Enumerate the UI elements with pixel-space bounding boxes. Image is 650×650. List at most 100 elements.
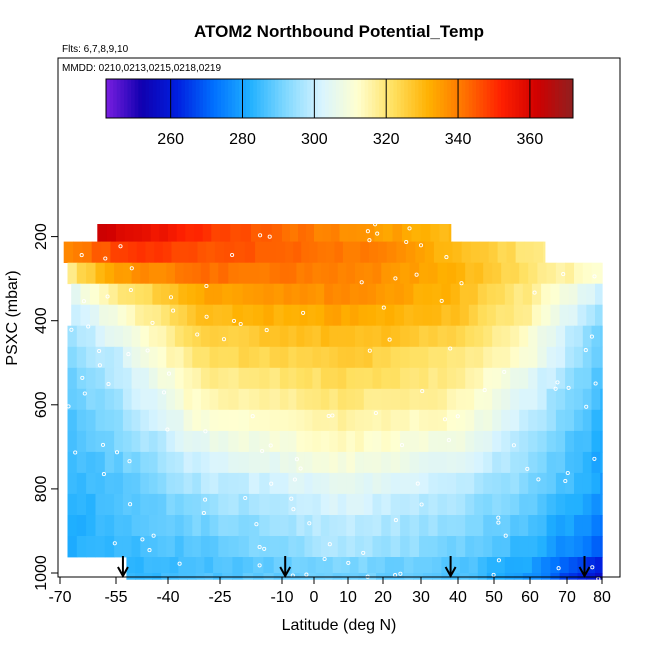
heatmap-cell [332, 283, 342, 306]
heatmap-cell [299, 283, 309, 306]
heatmap-cell [320, 346, 330, 369]
heatmap-cell [89, 304, 100, 327]
sample-point [387, 337, 392, 342]
heatmap-cell [218, 325, 229, 348]
heatmap-cell [288, 388, 297, 411]
heatmap-cell [384, 557, 395, 574]
heatmap-cell [291, 573, 301, 580]
heatmap-cell [114, 346, 124, 369]
heatmap-cell [157, 346, 167, 369]
heatmap-cell [259, 536, 271, 558]
heatmap-cell [456, 367, 466, 390]
heatmap-cell [126, 304, 136, 327]
colorbar-segment [145, 79, 150, 118]
heatmap-cell [288, 325, 297, 348]
colorbar-segment [131, 79, 136, 118]
heatmap-cell [322, 224, 332, 243]
heatmap-cell [174, 430, 185, 453]
heatmap-cell [174, 325, 185, 348]
heatmap-cell [253, 573, 264, 580]
colorbar-segment [483, 79, 488, 118]
colorbar-segment [425, 79, 430, 118]
heatmap-cell [238, 409, 250, 432]
heatmap-cell [315, 304, 325, 327]
sample-point [151, 533, 156, 538]
heatmap-cell [279, 536, 289, 558]
heatmap-cell [140, 515, 150, 537]
heatmap-cell [337, 262, 347, 285]
heatmap-cell [157, 536, 167, 558]
heatmap-cell [492, 367, 502, 390]
heatmap-cell [495, 557, 506, 574]
heatmap-cell [574, 262, 584, 285]
heatmap-cell [135, 283, 145, 306]
heatmap-cell [269, 493, 281, 516]
sample-point [393, 276, 398, 281]
heatmap-cell [337, 346, 347, 369]
heatmap-cell [555, 536, 566, 558]
heatmap-cell [248, 367, 260, 390]
heatmap-cell [304, 262, 313, 285]
sample-point [82, 391, 87, 396]
heatmap-cell [218, 262, 229, 285]
colorbar-segment [569, 79, 574, 118]
sample-point [80, 375, 85, 380]
sample-points [66, 222, 601, 581]
heatmap-cell [178, 304, 188, 327]
heatmap-cell [209, 325, 219, 348]
heatmap-cell [519, 493, 529, 516]
y-axis-label: PSXC (mbar) [4, 270, 21, 365]
colorbar-segment [371, 79, 376, 118]
colorbar-segment [350, 79, 355, 118]
heatmap-cell [492, 346, 502, 369]
heatmap-cell [122, 515, 133, 537]
heatmap-cell [501, 493, 511, 516]
heatmap-cell [324, 573, 334, 580]
heatmap-cell [428, 472, 439, 495]
heatmap-cell [600, 536, 603, 558]
heatmap-cell [519, 262, 529, 285]
heatmap-cell [446, 536, 457, 558]
heatmap-cell [531, 304, 542, 327]
heatmap-cell [381, 430, 392, 453]
sample-point [127, 459, 132, 464]
sample-point [66, 404, 71, 409]
heatmap-cell [492, 409, 502, 432]
heatmap-cell [541, 573, 551, 580]
heatmap-cell [555, 367, 566, 390]
sample-point [367, 348, 372, 353]
heatmap-cell [214, 241, 225, 263]
colorbar-segment [443, 79, 448, 118]
sample-point [536, 477, 541, 482]
heatmap-cell [279, 367, 289, 390]
heatmap-cell [67, 262, 78, 285]
heatmap-cell [337, 493, 347, 516]
heatmap-cell [114, 430, 124, 453]
heatmap-cell [346, 388, 356, 411]
heatmap-cell [131, 536, 141, 558]
heatmap-cell [446, 388, 457, 411]
heatmap-cell [148, 346, 159, 369]
heatmap-cell [67, 493, 78, 516]
heatmap-cell [309, 241, 318, 263]
heatmap-cell [574, 472, 584, 495]
sample-point [555, 380, 560, 385]
sample-point [583, 348, 588, 353]
colorbar-segment [511, 79, 517, 118]
colorbar-segment [479, 79, 484, 118]
heatmap-cell [162, 241, 173, 263]
heatmap-cell [304, 472, 313, 495]
x-tick-label: 10 [339, 589, 357, 606]
heatmap-cell [510, 346, 520, 369]
heatmap-cell [169, 573, 179, 580]
heatmap-cell [95, 346, 106, 369]
heatmap-cell [238, 325, 250, 348]
heatmap-cell [204, 283, 214, 306]
heatmap-cell [360, 241, 370, 263]
y-tick-label: 400 [33, 307, 50, 334]
heatmap-cell [209, 472, 219, 495]
heatmap-cell [157, 472, 167, 495]
heatmap-cell [209, 430, 219, 453]
heatmap-cell [161, 557, 171, 574]
heatmap-cell [228, 346, 240, 369]
